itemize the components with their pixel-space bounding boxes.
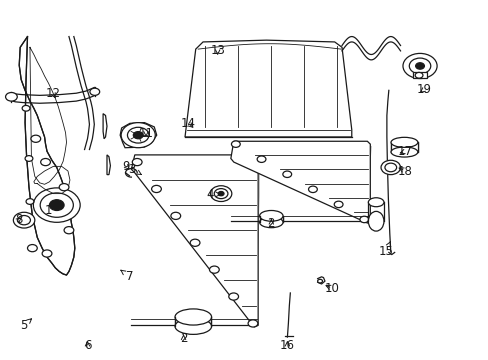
Circle shape <box>42 250 52 257</box>
Polygon shape <box>175 317 211 326</box>
Text: 19: 19 <box>416 83 430 96</box>
Circle shape <box>415 63 424 69</box>
Polygon shape <box>390 142 417 152</box>
Circle shape <box>132 158 142 166</box>
Text: 13: 13 <box>210 44 224 57</box>
Circle shape <box>5 93 17 101</box>
Circle shape <box>380 160 400 175</box>
Circle shape <box>317 279 322 283</box>
Text: 11: 11 <box>138 127 153 140</box>
Text: 3: 3 <box>128 163 141 176</box>
Circle shape <box>26 199 34 204</box>
Text: 15: 15 <box>378 242 392 257</box>
Circle shape <box>408 58 430 74</box>
Circle shape <box>231 141 240 147</box>
Circle shape <box>218 192 224 196</box>
Circle shape <box>59 184 69 191</box>
Text: 2: 2 <box>180 332 187 345</box>
Ellipse shape <box>259 217 283 228</box>
Ellipse shape <box>175 309 211 325</box>
Text: 16: 16 <box>279 339 294 352</box>
Polygon shape <box>184 40 351 137</box>
Ellipse shape <box>390 147 417 157</box>
Circle shape <box>247 320 257 327</box>
Circle shape <box>27 244 37 252</box>
Polygon shape <box>103 114 107 139</box>
Text: 9: 9 <box>122 160 130 173</box>
Circle shape <box>33 188 80 222</box>
Circle shape <box>13 212 35 228</box>
Text: 17: 17 <box>397 145 412 158</box>
Text: 18: 18 <box>397 165 412 177</box>
Circle shape <box>414 72 422 78</box>
Circle shape <box>121 123 155 148</box>
Circle shape <box>228 293 238 300</box>
Text: 4: 4 <box>206 188 220 201</box>
Circle shape <box>170 212 180 220</box>
Circle shape <box>359 216 368 223</box>
Polygon shape <box>259 216 283 222</box>
Circle shape <box>40 193 73 217</box>
Circle shape <box>308 186 317 193</box>
Circle shape <box>41 158 50 166</box>
Ellipse shape <box>367 198 383 207</box>
Circle shape <box>64 226 74 234</box>
Circle shape <box>210 186 231 202</box>
Circle shape <box>22 105 30 111</box>
Text: 6: 6 <box>83 339 91 352</box>
Circle shape <box>209 266 219 273</box>
Polygon shape <box>131 155 258 327</box>
Circle shape <box>151 185 161 193</box>
Text: 14: 14 <box>181 117 196 130</box>
Polygon shape <box>412 72 427 78</box>
Ellipse shape <box>175 318 211 334</box>
Text: 2: 2 <box>267 216 275 230</box>
Text: 12: 12 <box>46 87 61 100</box>
Ellipse shape <box>390 137 417 147</box>
Circle shape <box>257 156 265 162</box>
Circle shape <box>90 88 100 95</box>
Circle shape <box>31 135 41 142</box>
Circle shape <box>334 201 342 208</box>
Circle shape <box>214 189 227 199</box>
Polygon shape <box>19 37 75 275</box>
Circle shape <box>133 132 143 139</box>
Circle shape <box>384 163 396 172</box>
Circle shape <box>190 239 200 246</box>
Polygon shape <box>120 123 157 148</box>
Text: 10: 10 <box>324 282 339 295</box>
Circle shape <box>25 156 33 161</box>
Text: 7: 7 <box>121 270 133 283</box>
Text: 8: 8 <box>16 213 23 226</box>
Circle shape <box>282 171 291 177</box>
Text: 5: 5 <box>20 319 32 332</box>
Circle shape <box>127 127 149 143</box>
Polygon shape <box>107 155 110 175</box>
Polygon shape <box>230 141 369 223</box>
Circle shape <box>49 200 64 211</box>
Ellipse shape <box>367 211 383 231</box>
Text: 1: 1 <box>44 200 57 217</box>
Circle shape <box>18 216 30 225</box>
Circle shape <box>402 53 436 78</box>
Ellipse shape <box>259 211 283 221</box>
